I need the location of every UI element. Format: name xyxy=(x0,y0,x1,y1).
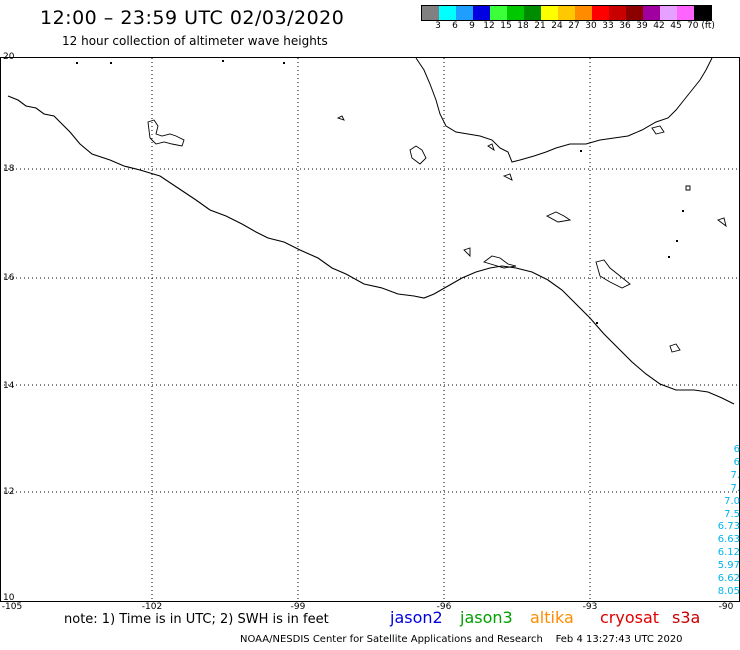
swh-values-column: 6 6 7. 7. 7.0 7.5 6.73 6.63 6.12 5.97 6.62 8.05 xyxy=(700,444,740,599)
colorbar-label: 21 xyxy=(534,21,546,31)
colorbar-swatch xyxy=(422,6,439,20)
colorbar-swatch xyxy=(677,6,694,20)
colorbar-swatch xyxy=(507,6,524,20)
colorbar-swatch xyxy=(439,6,456,20)
swh-value: 6.63 xyxy=(717,534,740,546)
colorbar-label: 45 xyxy=(670,21,682,31)
colorbar-swatch xyxy=(609,6,626,20)
islands-lakes xyxy=(147,115,727,353)
pacific-coastline xyxy=(7,95,735,405)
lon-label-93: -93 xyxy=(582,602,598,612)
colorbar-swatch xyxy=(660,6,677,20)
swh-value: 6.62 xyxy=(717,573,740,585)
satellite-legend-cryosat: cryosat xyxy=(600,608,660,627)
colorbar-label: 42 xyxy=(653,21,665,31)
colorbar-label: 30 xyxy=(585,21,597,31)
latitude-gridlines xyxy=(0,168,740,493)
colorbar-label: 36 xyxy=(619,21,631,31)
colorbar-swatch xyxy=(541,6,558,20)
swh-value: 6.73 xyxy=(717,521,740,533)
longitude-gridlines xyxy=(151,58,591,601)
colorbar-swatch xyxy=(524,6,541,20)
lat-label-16: 16 xyxy=(3,273,15,283)
colorbar-label: 70 (ft) xyxy=(687,21,715,31)
page-subtitle: 12 hour collection of altimeter wave hei… xyxy=(62,34,328,48)
swh-value: 7. xyxy=(730,469,740,481)
credit-text: NOAA/NESDIS Center for Satellite Applica… xyxy=(240,634,543,645)
small-islands xyxy=(76,60,684,324)
colorbar-swatch xyxy=(473,6,490,20)
satellite-legend-s3a: s3a xyxy=(672,608,701,627)
lon-label-96: -96 xyxy=(436,602,452,612)
satellite-legend-jason2: jason2 xyxy=(390,608,443,627)
swh-value: 7.0 xyxy=(724,495,740,507)
satellite-legend-jason3: jason3 xyxy=(460,608,513,627)
colorbar-label: 18 xyxy=(517,21,529,31)
lon-label-99: -99 xyxy=(290,602,306,612)
timestamp: Feb 4 13:27:43 UTC 2020 xyxy=(555,634,683,645)
lon-label-102: -102 xyxy=(141,602,163,612)
lat-label-20: 20 xyxy=(3,52,15,62)
credit-footer: NOAA/NESDIS Center for Satellite Applica… xyxy=(240,634,683,645)
colorbar-label: 27 xyxy=(568,21,580,31)
lat-label-12: 12 xyxy=(3,487,15,497)
swh-value: 6 xyxy=(733,456,740,468)
page-title: 12:00 – 23:59 UTC 02/03/2020 xyxy=(40,7,345,29)
satellite-legend-altika: altika xyxy=(530,608,574,627)
swh-value: 7.5 xyxy=(724,508,740,520)
colorbar-label: 12 xyxy=(483,21,495,31)
colorbar-swatch xyxy=(592,6,609,20)
swh-value: 8.05 xyxy=(717,585,740,597)
colorbar-label: 39 xyxy=(636,21,648,31)
map-frame xyxy=(0,57,740,602)
swh-value: 7. xyxy=(730,482,740,494)
colorbar-swatch xyxy=(558,6,575,20)
swh-value: 5.97 xyxy=(717,560,740,572)
colorbar-label: 24 xyxy=(551,21,563,31)
lon-label-90: -90 xyxy=(718,602,734,612)
colorbar-swatch xyxy=(456,6,473,20)
wave-height-colorbar xyxy=(421,5,712,21)
swh-value: 6.12 xyxy=(717,547,740,559)
units-note: note: 1) Time is in UTC; 2) SWH is in fe… xyxy=(64,612,329,627)
lat-label-18: 18 xyxy=(3,164,15,174)
swh-value: 6 xyxy=(733,444,740,455)
colorbar-swatch xyxy=(643,6,660,20)
colorbar-swatch xyxy=(490,6,507,20)
colorbar-label: 6 xyxy=(452,21,458,31)
colorbar-label: 15 xyxy=(500,21,512,31)
colorbar-label: 9 xyxy=(469,21,475,31)
lat-label-10: 10 xyxy=(3,593,15,603)
colorbar-swatch xyxy=(694,6,711,20)
colorbar-swatch xyxy=(575,6,592,20)
colorbar-label: 33 xyxy=(602,21,614,31)
gulf-coastline xyxy=(415,57,713,163)
lat-label-14: 14 xyxy=(3,381,15,391)
colorbar-swatch xyxy=(626,6,643,20)
lon-label-105: -105 xyxy=(1,602,23,612)
colorbar-label: 3 xyxy=(435,21,441,31)
